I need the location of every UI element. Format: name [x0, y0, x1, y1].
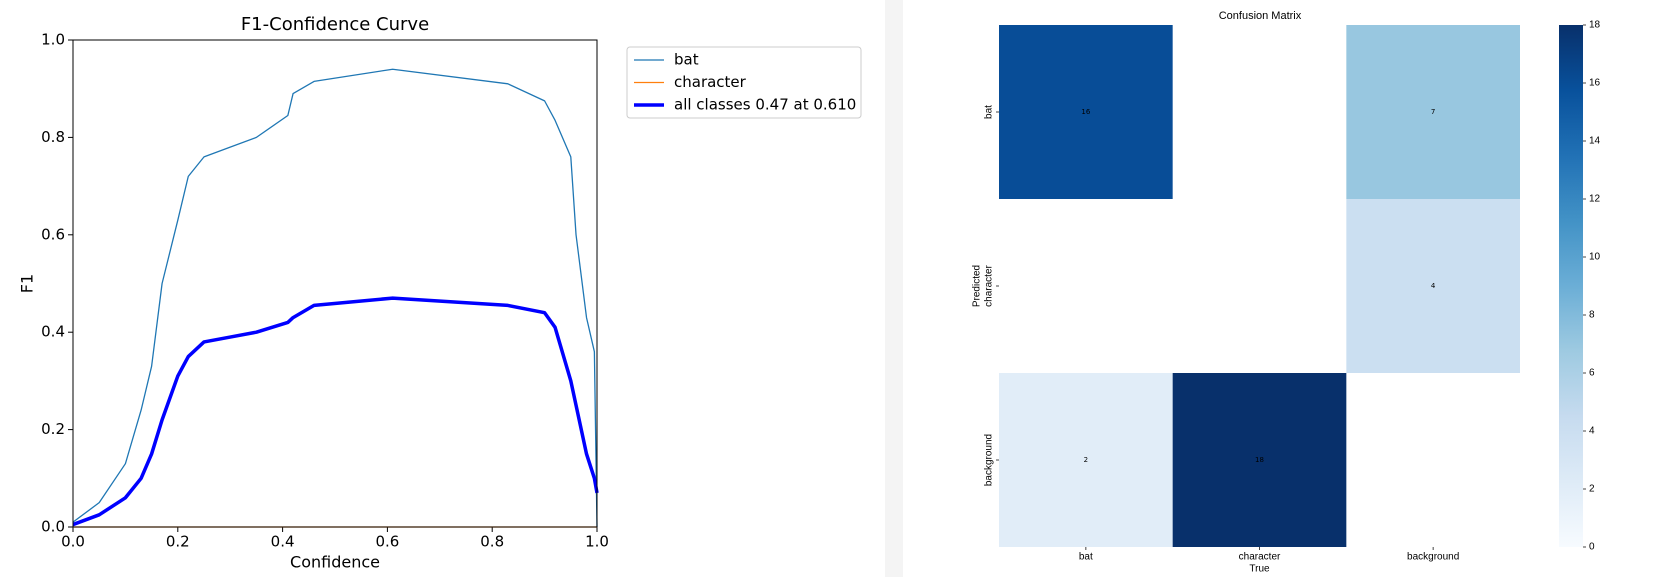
x-tick-label: 0.2: [166, 533, 190, 551]
series-line: [72, 68, 598, 528]
legend-label: character: [674, 73, 747, 91]
y-axis-label: F1: [18, 274, 37, 293]
colorbar-tick-label: 16: [1589, 78, 1601, 89]
heatmap-cell: [1346, 25, 1520, 199]
x-tick-label: 1.0: [585, 533, 609, 551]
x-axis-label: True: [1249, 564, 1270, 575]
y-tick-label: 0.4: [41, 323, 65, 341]
y-tick-label: character: [984, 264, 995, 306]
colorbar: [1559, 25, 1583, 547]
colorbar-tick-label: 10: [1589, 252, 1601, 263]
x-tick-label: character: [1239, 552, 1281, 563]
cell-label: 18: [1255, 456, 1264, 464]
colorbar-tick-label: 6: [1589, 368, 1595, 379]
y-tick-label: 1.0: [41, 31, 65, 49]
heatmap-cell: [999, 25, 1173, 199]
x-tick-label: 0.6: [375, 533, 399, 551]
x-tick-label: bat: [1079, 552, 1093, 563]
y-tick-label: 0.6: [41, 225, 65, 243]
legend-label: bat: [674, 51, 699, 69]
y-axis-label: Predicted: [972, 265, 983, 307]
y-tick-label: 0.8: [41, 128, 65, 146]
cell-label: 2: [1084, 456, 1088, 464]
y-tick-label: 0.0: [41, 518, 65, 536]
heatmap-cell: [1172, 373, 1347, 547]
y-tick-label: 0.2: [41, 420, 65, 438]
cell-label: 4: [1431, 282, 1436, 290]
colorbar-tick-label: 12: [1589, 194, 1601, 205]
colorbar-tick-label: 4: [1589, 426, 1595, 437]
chart-title: F1-Confidence Curve: [241, 14, 429, 35]
cell-label: 16: [1081, 108, 1090, 116]
series-line: [72, 296, 599, 527]
legend-box: [626, 46, 862, 119]
x-tick-label: 0.4: [271, 533, 295, 551]
x-tick-label: 0.8: [480, 533, 504, 551]
y-tick-label: background: [984, 434, 995, 486]
heatmap-cell: [999, 373, 1173, 547]
y-tick-label: bat: [984, 105, 995, 119]
colorbar-tick-label: 18: [1589, 20, 1601, 31]
x-axis-label: Confidence: [290, 553, 380, 572]
colorbar-tick-label: 8: [1589, 310, 1595, 321]
x-tick-label: 0.0: [61, 533, 85, 551]
colorbar-tick-label: 14: [1589, 136, 1601, 147]
chart-title: Confusion Matrix: [1219, 10, 1302, 22]
x-tick-label: background: [1407, 552, 1459, 563]
legend-label: all classes 0.47 at 0.610: [674, 96, 856, 114]
cell-label: 7: [1431, 108, 1435, 116]
colorbar-tick-label: 0: [1589, 542, 1595, 553]
heatmap-cell: [1346, 199, 1520, 373]
plot-frame: [72, 39, 598, 528]
colorbar-tick-label: 2: [1589, 484, 1595, 495]
